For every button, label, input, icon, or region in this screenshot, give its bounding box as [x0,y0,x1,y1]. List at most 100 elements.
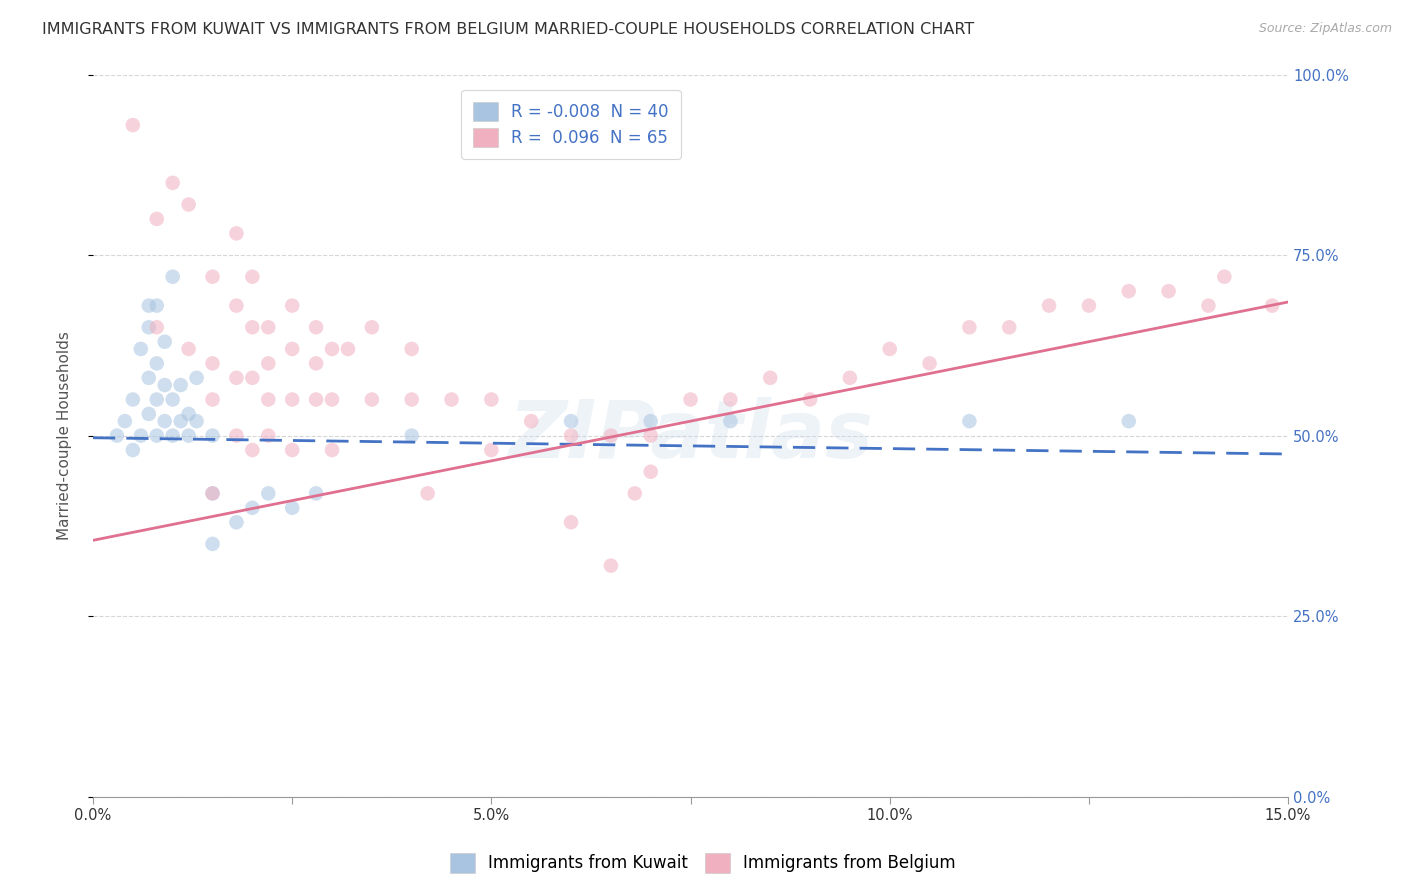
Point [138,371,160,385]
Point [177,428,200,442]
Point [1261,299,1284,313]
Legend: R = -0.008  N = 40, R =  0.096  N = 65: R = -0.008 N = 40, R = 0.096 N = 65 [461,90,681,159]
Point [918,356,941,370]
Point [416,486,439,500]
Point [129,428,152,442]
Point [1118,284,1140,298]
Legend: Immigrants from Kuwait, Immigrants from Belgium: Immigrants from Kuwait, Immigrants from … [443,847,963,880]
Point [281,299,304,313]
Point [201,537,224,551]
Point [1038,299,1060,313]
Point [1213,269,1236,284]
Point [718,392,741,407]
Point [201,428,224,442]
Point [225,371,247,385]
Point [401,392,423,407]
Point [623,486,645,500]
Point [145,356,167,370]
Point [360,320,382,334]
Point [121,118,143,132]
Point [305,320,328,334]
Point [225,515,247,529]
Point [162,269,184,284]
Point [281,392,304,407]
Point [169,414,191,428]
Point [177,197,200,211]
Point [1157,284,1180,298]
Point [599,558,621,573]
Point [640,465,662,479]
Point [321,392,343,407]
Point [957,414,980,428]
Point [121,392,143,407]
Point [186,371,208,385]
Point [225,428,247,442]
Point [479,443,502,458]
Point [305,356,328,370]
Point [201,486,224,500]
Point [201,486,224,500]
Point [145,428,167,442]
Point [240,500,263,515]
Point [201,356,224,370]
Point [281,500,304,515]
Point [257,320,280,334]
Point [225,299,247,313]
Point [201,392,224,407]
Point [186,414,208,428]
Point [240,269,263,284]
Point [560,428,582,442]
Point [560,515,582,529]
Point [114,414,136,428]
Text: ZIPatlas: ZIPatlas [508,397,873,475]
Point [162,176,184,190]
Point [162,428,184,442]
Point [145,392,167,407]
Point [305,392,328,407]
Point [305,486,328,500]
Point [177,407,200,421]
Point [153,378,176,392]
Point [138,407,160,421]
Point [240,320,263,334]
Point [281,342,304,356]
Point [479,392,502,407]
Point [257,356,280,370]
Point [240,443,263,458]
Point [153,414,176,428]
Point [177,342,200,356]
Text: Source: ZipAtlas.com: Source: ZipAtlas.com [1258,22,1392,36]
Point [153,334,176,349]
Point [138,320,160,334]
Point [105,428,128,442]
Point [138,299,160,313]
Point [1077,299,1099,313]
Point [201,269,224,284]
Point [401,428,423,442]
Point [1118,414,1140,428]
Point [257,428,280,442]
Point [281,443,304,458]
Point [998,320,1021,334]
Y-axis label: Married-couple Households: Married-couple Households [58,331,72,540]
Point [321,342,343,356]
Point [401,342,423,356]
Point [145,211,167,226]
Point [640,414,662,428]
Point [321,443,343,458]
Point [129,342,152,356]
Point [759,371,782,385]
Point [679,392,702,407]
Point [560,414,582,428]
Point [257,486,280,500]
Point [640,428,662,442]
Point [718,414,741,428]
Point [121,443,143,458]
Point [162,392,184,407]
Point [1197,299,1219,313]
Text: IMMIGRANTS FROM KUWAIT VS IMMIGRANTS FROM BELGIUM MARRIED-COUPLE HOUSEHOLDS CORR: IMMIGRANTS FROM KUWAIT VS IMMIGRANTS FRO… [42,22,974,37]
Point [145,299,167,313]
Point [520,414,543,428]
Point [879,342,901,356]
Point [799,392,821,407]
